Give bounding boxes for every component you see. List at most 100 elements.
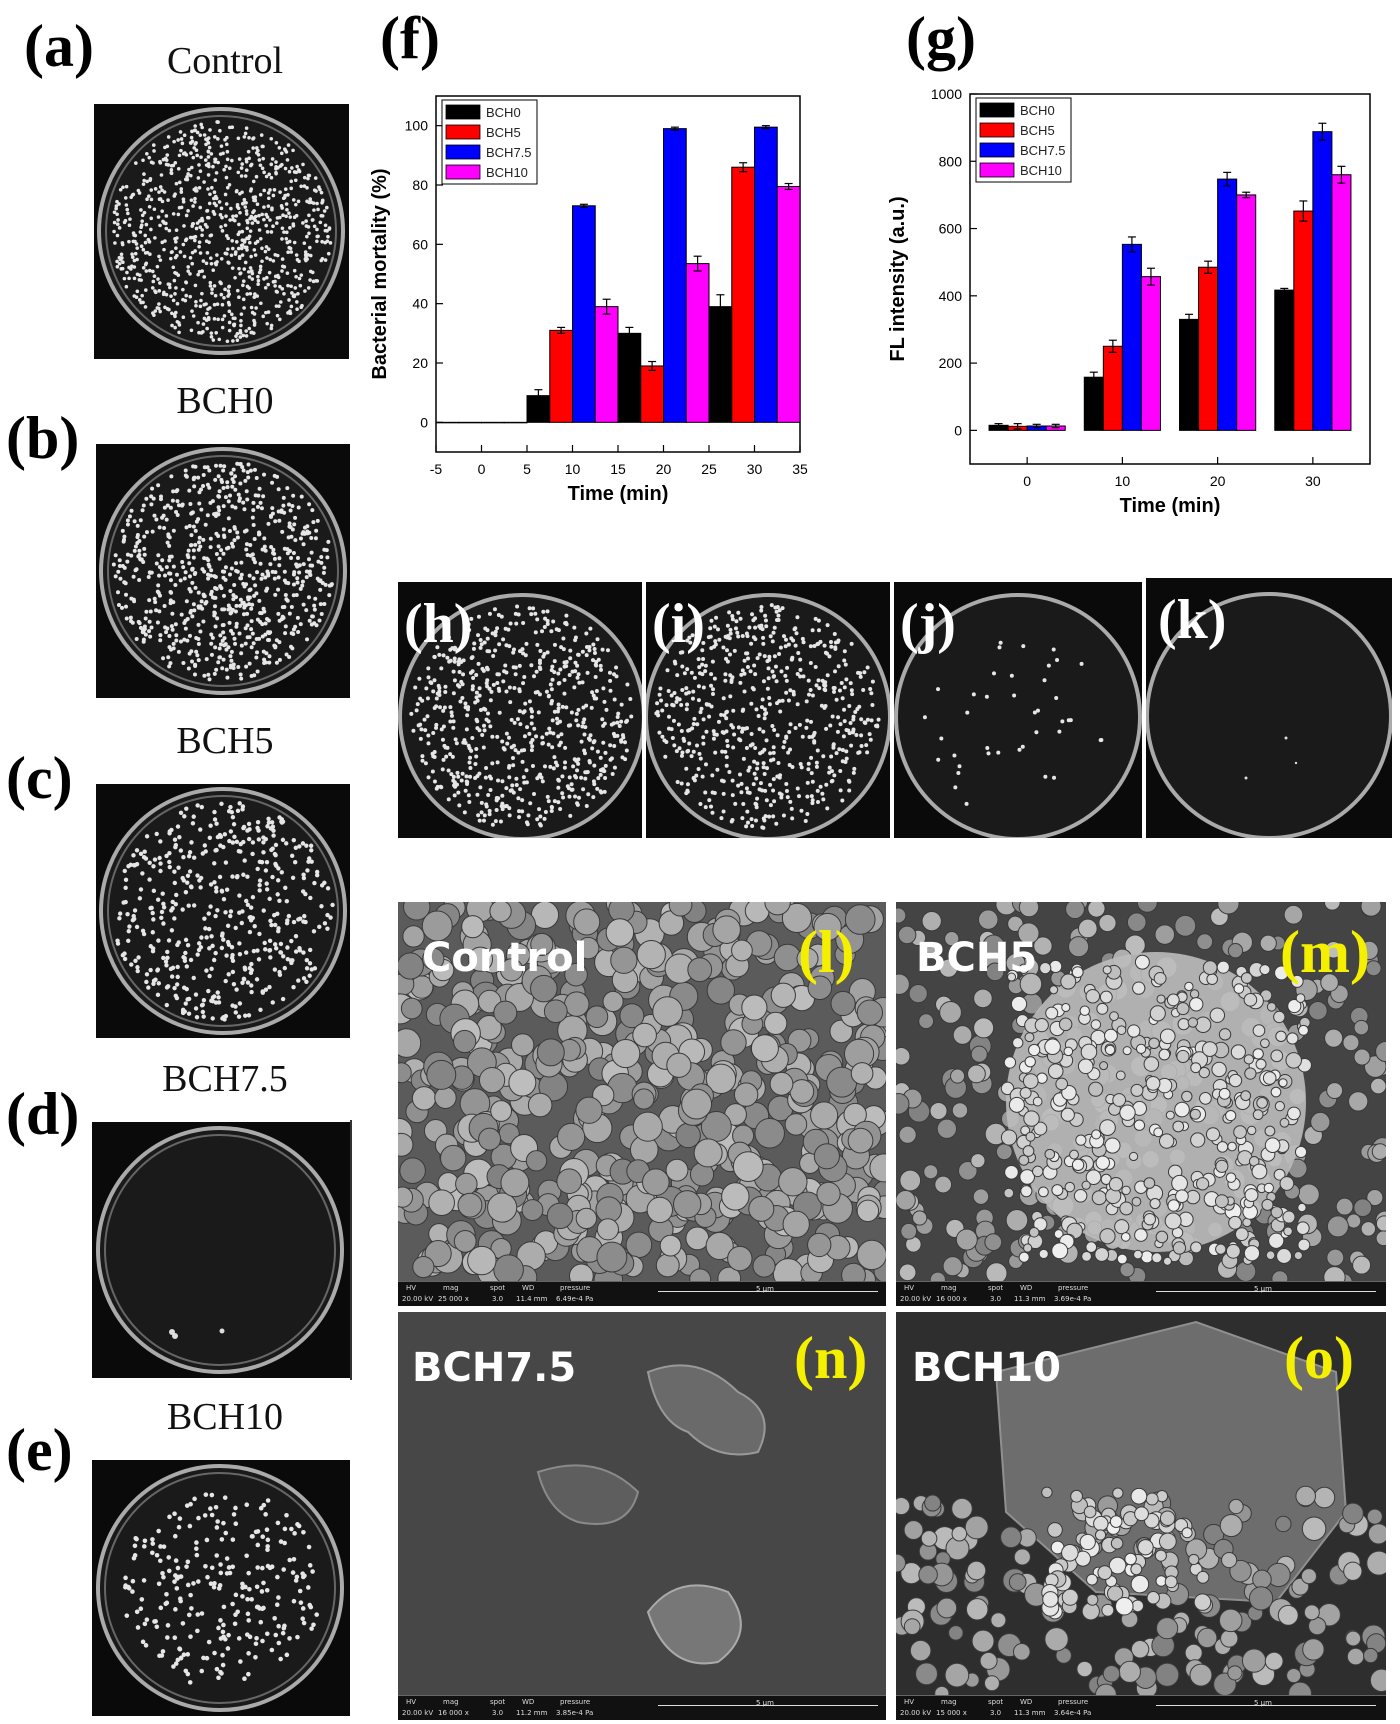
- sem-texture: [398, 902, 886, 1282]
- sem-label-bch10: BCH10: [912, 1345, 1061, 1391]
- panel-letter-e: (e): [6, 1417, 73, 1483]
- y-tick-label: 400: [939, 288, 963, 304]
- bar-bch10: [776, 185, 801, 423]
- bar-bch7-5: [754, 126, 778, 423]
- bar-bch10: [594, 306, 619, 423]
- legend-label: BCH10: [1020, 163, 1062, 178]
- sem-image-bch10: BCH10 (o) HV 20.00 kV mag 15 000 x spot 3.0…: [896, 1312, 1386, 1720]
- legend-swatch: [445, 144, 481, 160]
- petri-dish-photo-bch5: [96, 784, 350, 1038]
- legend-label: BCH5: [1020, 123, 1055, 138]
- panel-letter-m: (m): [1280, 919, 1370, 985]
- y-tick-label: 600: [939, 221, 963, 237]
- bar-bch5: [1293, 210, 1314, 431]
- x-tick-label: 25: [701, 461, 717, 477]
- sem-image-bch5: BCH5 (m) HV 20.00 kV mag 16 000 x spot 3.0 …: [896, 902, 1386, 1306]
- panel-letter-b: (b): [6, 405, 80, 471]
- y-tick-label: 80: [412, 177, 428, 193]
- petri-dish-image: [96, 1464, 344, 1712]
- bar-bch7-5: [572, 205, 596, 423]
- y-tick-label: 0: [420, 414, 428, 430]
- panel-letter-i: (i): [652, 593, 705, 655]
- petri-dish-photo-j: (j): [894, 582, 1142, 838]
- x-tick-label: 15: [610, 461, 626, 477]
- plate-title-bch5: BCH5: [176, 720, 274, 762]
- bar-bch10: [503, 421, 528, 424]
- panel-letter-o: (o): [1284, 1325, 1354, 1391]
- plot-frame: [969, 93, 1371, 465]
- bar-bch10: [1236, 194, 1257, 431]
- bar-bch0: [1083, 376, 1104, 431]
- bar-bch0: [435, 421, 460, 424]
- y-tick-label: 1000: [931, 86, 962, 102]
- plate-title-control: Control: [166, 40, 284, 82]
- plate-title-bch7-5: BCH7.5: [162, 1058, 288, 1100]
- y-axis-label: Bacterial mortality (%): [369, 168, 391, 379]
- bar-bch5: [549, 329, 573, 423]
- bar-bch5: [458, 421, 482, 424]
- sem-info-bar: HV 20.00 kV mag 16 000 x spot 3.0 WD 11.3 mm…: [896, 1281, 1386, 1306]
- petri-dish-photo-bch10: [92, 1460, 350, 1716]
- bar-bch7-5: [1312, 131, 1333, 431]
- petri-dish-image: [99, 787, 347, 1035]
- petri-dish-image: [99, 447, 347, 695]
- bar-chart-fl-intensity: 0 200 400 600 800 1000 0 10 20 30 BCH0 BCH5 BCH7.5 BC…: [887, 86, 1371, 517]
- petri-dish-photo-h: (h): [398, 582, 642, 838]
- y-tick-label: 100: [405, 118, 429, 134]
- plate-title-bch0: BCH0: [176, 380, 274, 422]
- sem-texture: [896, 1312, 1386, 1696]
- panel-letter-k: (k): [1158, 589, 1227, 651]
- x-tick-label: 10: [1115, 473, 1131, 489]
- y-tick-label: 40: [412, 296, 428, 312]
- petri-dish-image: [1146, 592, 1392, 838]
- bar-bch10: [1331, 174, 1352, 431]
- bar-bch0: [708, 306, 733, 423]
- y-tick-label: 60: [412, 236, 428, 252]
- petri-dish-image: [646, 593, 890, 838]
- panel-letter-l: (l): [798, 919, 855, 985]
- panel-letter-c: (c): [6, 745, 73, 811]
- petri-dish-image: [96, 1126, 344, 1374]
- x-tick-label: 30: [1305, 473, 1321, 489]
- x-tick-label: 20: [656, 461, 672, 477]
- sem-image-bch7-5: BCH7.5 (n) HV 20.00 kV mag 16 000 x spot 3.…: [398, 1312, 886, 1720]
- sem-info-bar: HV 20.00 kV mag 16 000 x spot 3.0 WD 11.2 mm…: [398, 1695, 886, 1720]
- x-tick-label: 20: [1210, 473, 1226, 489]
- bar-bch5: [731, 166, 755, 423]
- legend-label: BCH0: [1020, 103, 1055, 118]
- petri-dish-photo-i: (i): [646, 582, 890, 838]
- petri-dish-photo-control: [94, 104, 349, 359]
- y-tick-label: 800: [939, 153, 963, 169]
- sem-image-control: Control (l) HV 20.00 kV mag 25 000 x spot 3…: [398, 902, 886, 1306]
- legend-swatch: [979, 122, 1015, 138]
- panel-letter-g: (g): [906, 5, 976, 71]
- bar-bch7-5: [1121, 243, 1142, 431]
- sem-info-bar: HV 20.00 kV mag 15 000 x spot 3.0 WD 11.3 mm…: [896, 1695, 1386, 1720]
- plate-title-bch10: BCH10: [166, 1396, 284, 1438]
- y-tick-label: 20: [412, 355, 428, 371]
- bar-bch10: [1140, 276, 1161, 431]
- petri-dish-photo-bch7-5: [92, 1122, 350, 1378]
- sem-label-control: Control: [422, 935, 588, 981]
- legend-label: BCH7.5: [1020, 143, 1066, 158]
- x-tick-label: 10: [565, 461, 581, 477]
- bar-chart-mortality: 0 20 40 60 80 100 -5 0 5 10 15 20 25 30 35 BCH0 BCH5 BCH7…: [369, 95, 808, 505]
- legend-label: BCH10: [486, 165, 528, 180]
- legend-label: BCH7.5: [486, 145, 532, 160]
- sem-label-bch7-5: BCH7.5: [412, 1345, 577, 1391]
- y-tick-label: 200: [939, 355, 963, 371]
- x-axis-label: Time (min): [1120, 495, 1221, 517]
- bar-bch0: [1274, 289, 1295, 431]
- petri-dish-image: [97, 107, 345, 355]
- legend-label: BCH5: [486, 125, 521, 140]
- petri-dish-image: [398, 593, 642, 838]
- panel-letter-n: (n): [794, 1325, 868, 1391]
- x-tick-label: 0: [1023, 473, 1031, 489]
- petri-dish-image: [894, 593, 1142, 838]
- sem-label-bch5: BCH5: [916, 935, 1038, 981]
- petri-dish-photo-bch0: [96, 444, 350, 698]
- bar-bch10: [685, 263, 710, 423]
- petri-dish-photo-k: (k): [1146, 578, 1392, 838]
- bar-bch7-5: [663, 128, 687, 423]
- legend-swatch: [445, 104, 481, 120]
